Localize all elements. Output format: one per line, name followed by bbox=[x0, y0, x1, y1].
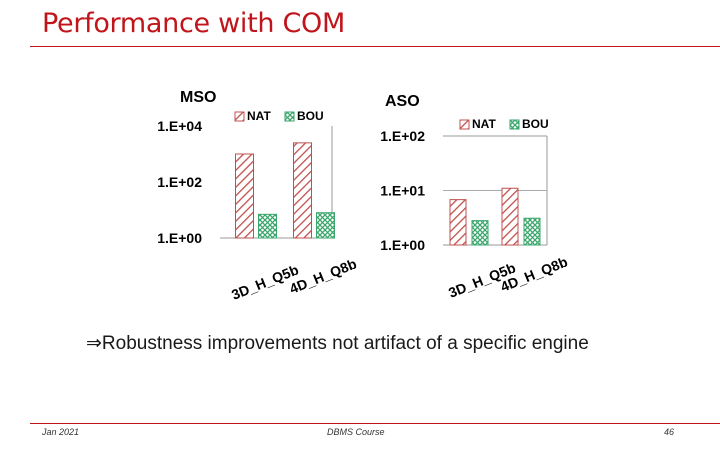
footer-course: DBMS Course bbox=[327, 427, 385, 437]
legend-label: BOU bbox=[297, 109, 324, 123]
takeaway-bullet: ⇒Robustness improvements not artifact of… bbox=[86, 332, 589, 355]
legend-label: NAT bbox=[472, 117, 496, 131]
bar-nat bbox=[501, 187, 519, 246]
aso-chart: ASO NAT BOU 1.E+001.E+011.E+023D_H_Q5b4D_… bbox=[380, 93, 570, 301]
legend-swatch bbox=[459, 119, 470, 130]
y-tick-label: 1.E+01 bbox=[380, 183, 425, 199]
legend-label: BOU bbox=[522, 117, 549, 131]
bar-nat bbox=[235, 153, 254, 239]
title-divider bbox=[30, 46, 720, 47]
slide-title: Performance with COM bbox=[42, 8, 345, 39]
y-tick-label: 1.E+02 bbox=[157, 174, 202, 190]
legend-swatch bbox=[509, 119, 520, 130]
chart-legend: NAT BOU bbox=[459, 117, 549, 131]
chart-title: MSO bbox=[180, 89, 216, 106]
mso-chart: MSO NAT BOU 1.E+001.E+021.E+043D_H_Q5b4D_… bbox=[157, 89, 359, 303]
footer-date: Jan 2021 bbox=[42, 427, 80, 437]
chart-title: ASO bbox=[385, 93, 420, 110]
bar-nat bbox=[449, 199, 467, 246]
page-number: 46 bbox=[664, 427, 675, 437]
legend-swatch bbox=[284, 111, 295, 122]
bar-bou bbox=[471, 220, 489, 246]
footer-divider bbox=[30, 423, 720, 424]
bar-bou bbox=[316, 212, 335, 239]
bar-bou bbox=[258, 213, 277, 239]
y-tick-label: 1.E+00 bbox=[157, 230, 202, 246]
legend-swatch bbox=[234, 111, 245, 122]
implies-arrow-icon: ⇒ bbox=[86, 333, 102, 354]
chart-legend: NAT BOU bbox=[234, 109, 324, 123]
legend-label: NAT bbox=[247, 109, 271, 123]
y-tick-label: 1.E+00 bbox=[380, 237, 425, 253]
bar-nat bbox=[293, 142, 312, 239]
y-tick-label: 1.E+04 bbox=[157, 118, 202, 134]
bar-bou bbox=[523, 217, 541, 246]
y-tick-label: 1.E+02 bbox=[380, 128, 425, 144]
bullet-text: Robustness improvements not artifact of … bbox=[101, 333, 589, 354]
